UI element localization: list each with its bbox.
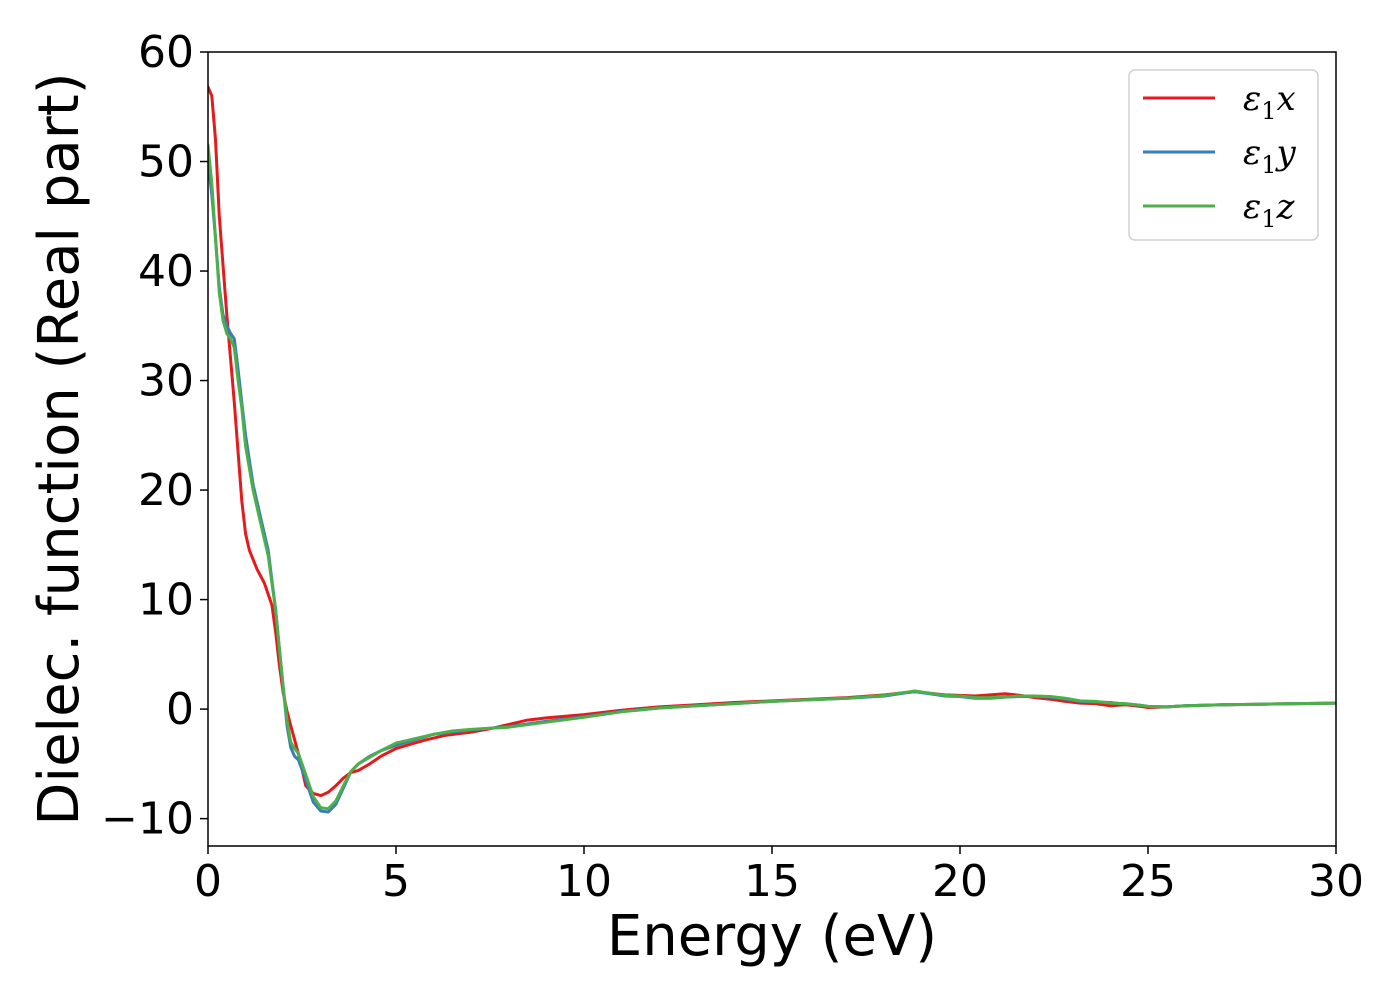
legend-label-axis: y xyxy=(1275,133,1297,173)
series-layer xyxy=(208,85,1336,814)
legend-label-axis: x xyxy=(1277,79,1296,119)
x-tick-label: 15 xyxy=(744,856,800,907)
y-axis-title: Dielec. function (Real part) xyxy=(27,72,92,825)
legend-label-x: ε1x xyxy=(1243,79,1296,125)
x-tick-label: 0 xyxy=(194,856,222,907)
series-line-x xyxy=(208,85,1336,798)
x-axis: 0 5 10 15 20 25 30 xyxy=(194,846,1364,907)
y-tick-label: 10 xyxy=(138,575,194,626)
legend-label-axis: z xyxy=(1276,187,1296,227)
series-line-z xyxy=(208,143,1336,811)
x-tick-label: 10 xyxy=(556,856,612,907)
legend-label-z: ε1z xyxy=(1243,187,1296,233)
x-tick-label: 30 xyxy=(1308,856,1364,907)
x-tick-label: 20 xyxy=(932,856,988,907)
y-tick-label: 50 xyxy=(138,137,194,188)
y-tick-label: 60 xyxy=(138,27,194,78)
legend-label-subscript: 1 xyxy=(1261,97,1276,125)
y-tick-label: −10 xyxy=(101,794,194,845)
legend-label-subscript: 1 xyxy=(1261,151,1276,179)
y-tick-label: 20 xyxy=(138,465,194,516)
legend-box xyxy=(1128,69,1319,241)
x-axis-title: Energy (eV) xyxy=(607,904,937,969)
y-tick-label: 0 xyxy=(166,684,194,735)
y-axis: −10 0 10 20 30 40 50 60 xyxy=(101,27,208,845)
legend-label-symbol: ε xyxy=(1243,133,1261,173)
legend-label-y: ε1y xyxy=(1243,133,1297,179)
y-tick-label: 40 xyxy=(138,246,194,297)
legend-label-symbol: ε xyxy=(1243,79,1261,119)
legend-label-subscript: 1 xyxy=(1261,205,1276,233)
legend-label-symbol: ε xyxy=(1243,187,1261,227)
y-tick-label: 30 xyxy=(138,356,194,407)
x-tick-label: 25 xyxy=(1120,856,1176,907)
series-line-y xyxy=(208,160,1336,814)
x-tick-label: 5 xyxy=(382,856,410,907)
